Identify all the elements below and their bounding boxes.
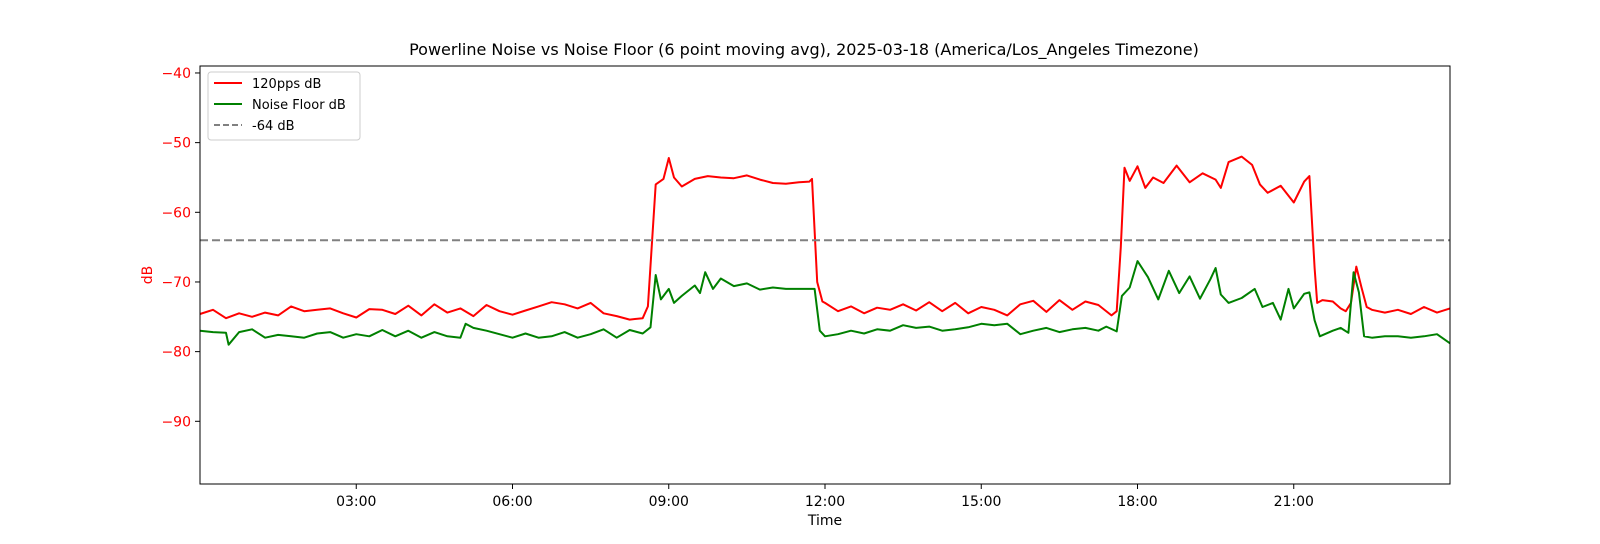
axes-layer: 03:00 06:00 09:00 12:00 15:00 18:00 21:00 −40 −5… [161,66,1313,510]
x-tick-label: 03:00 [336,494,376,510]
y-tick-label: −70 [161,275,191,291]
series-line-1 [199,260,1451,346]
chart-title: Powerline Noise vs Noise Floor (6 point … [409,40,1199,60]
y-tick-label: −50 [161,136,191,152]
x-tick-label: 18:00 [1117,494,1157,510]
y-tick-label: −40 [161,66,191,82]
y-tick-label: −90 [161,414,191,430]
x-tick-label: 09:00 [649,494,689,510]
x-tick-label: 15:00 [961,494,1001,510]
series-line-0 [199,155,1451,321]
x-tick-label: 06:00 [492,494,532,510]
legend: 120pps dB Noise Floor dB -64 dB [207,71,361,141]
legend-label-1: Noise Floor dB [252,98,346,113]
y-tick-label: −80 [161,345,191,361]
y-tick-label: −60 [161,205,191,221]
legend-label-0: 120pps dB [252,77,321,92]
y-axis-label: dB [140,266,156,285]
series-layer [199,155,1451,346]
x-tick-label: 21:00 [1274,494,1314,510]
legend-label-2: -64 dB [252,119,295,134]
x-axis-label: Time [807,513,842,529]
x-tick-label: 12:00 [805,494,845,510]
plot-frame [199,65,1451,485]
legend-box [207,71,361,141]
